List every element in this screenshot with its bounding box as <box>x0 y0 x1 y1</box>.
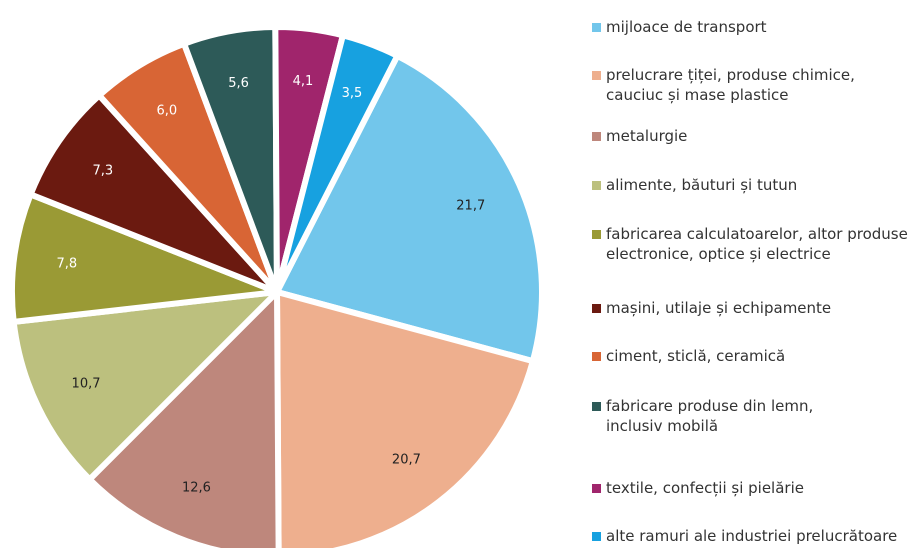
legend-label: ciment, sticlă, ceramică <box>606 347 786 365</box>
legend-swatch <box>592 484 601 493</box>
data-label: 20,7 <box>392 452 421 467</box>
data-label: 5,6 <box>228 76 249 91</box>
legend-swatch <box>592 23 601 32</box>
legend-item: textile, confecții și pielărie <box>592 478 804 498</box>
legend-label: prelucrare țiței, produse chimice, cauci… <box>606 66 855 104</box>
legend-item: metalurgie <box>592 126 687 146</box>
data-label: 21,7 <box>456 198 485 213</box>
legend-swatch <box>592 352 601 361</box>
legend-swatch <box>592 532 601 541</box>
data-label: 10,7 <box>72 377 101 392</box>
legend-item: fabricare produse din lemn, inclusiv mob… <box>592 396 813 436</box>
slice <box>9 191 280 325</box>
legend-item: alte ramuri ale industriei prelucrătoare <box>592 526 897 546</box>
legend-item: ciment, sticlă, ceramică <box>592 346 785 366</box>
legend-swatch <box>592 230 601 239</box>
legend-label: mașini, utilaje și echipamente <box>606 299 832 317</box>
legend-label: textile, confecții și pielărie <box>606 479 804 497</box>
legend-label: mijloace de transport <box>606 18 767 36</box>
legend-label: fabricarea calculatoarelor, altor produs… <box>606 225 908 263</box>
data-label: 3,5 <box>342 86 363 101</box>
slice <box>274 52 545 365</box>
legend-swatch <box>592 71 601 80</box>
legend-swatch <box>592 181 601 190</box>
data-label: 4,1 <box>293 74 314 89</box>
legend-label: alimente, băuturi și tutun <box>606 176 798 194</box>
legend-item: mașini, utilaje și echipamente <box>592 298 831 318</box>
legend-swatch <box>592 304 601 313</box>
legend-label: fabricare produse din lemn, inclusiv mob… <box>606 397 814 435</box>
legend-item: mijloace de transport <box>592 17 767 37</box>
pie: 21,7 20,7 12,6 10,7 7,8 7,3 6,0 5,6 4,1 3,5 <box>9 27 545 548</box>
legend-swatch <box>592 132 601 141</box>
legend-item: fabricarea calculatoarelor, altor produs… <box>592 224 908 264</box>
slice <box>86 289 282 548</box>
slice <box>274 32 401 295</box>
legend-label: alte ramuri ale industriei prelucrătoare <box>606 527 898 545</box>
data-label: 6,0 <box>156 103 177 118</box>
legend-item: prelucrare țiței, produse chimice, cauci… <box>592 65 855 105</box>
data-label: 12,6 <box>182 481 211 496</box>
legend-swatch <box>592 402 601 411</box>
legend-label: metalurgie <box>606 127 688 145</box>
slice <box>274 289 536 548</box>
legend-item: alimente, băuturi și tutun <box>592 175 797 195</box>
data-label: 7,8 <box>56 257 77 272</box>
data-label: 7,3 <box>92 164 113 179</box>
slice <box>10 289 280 483</box>
